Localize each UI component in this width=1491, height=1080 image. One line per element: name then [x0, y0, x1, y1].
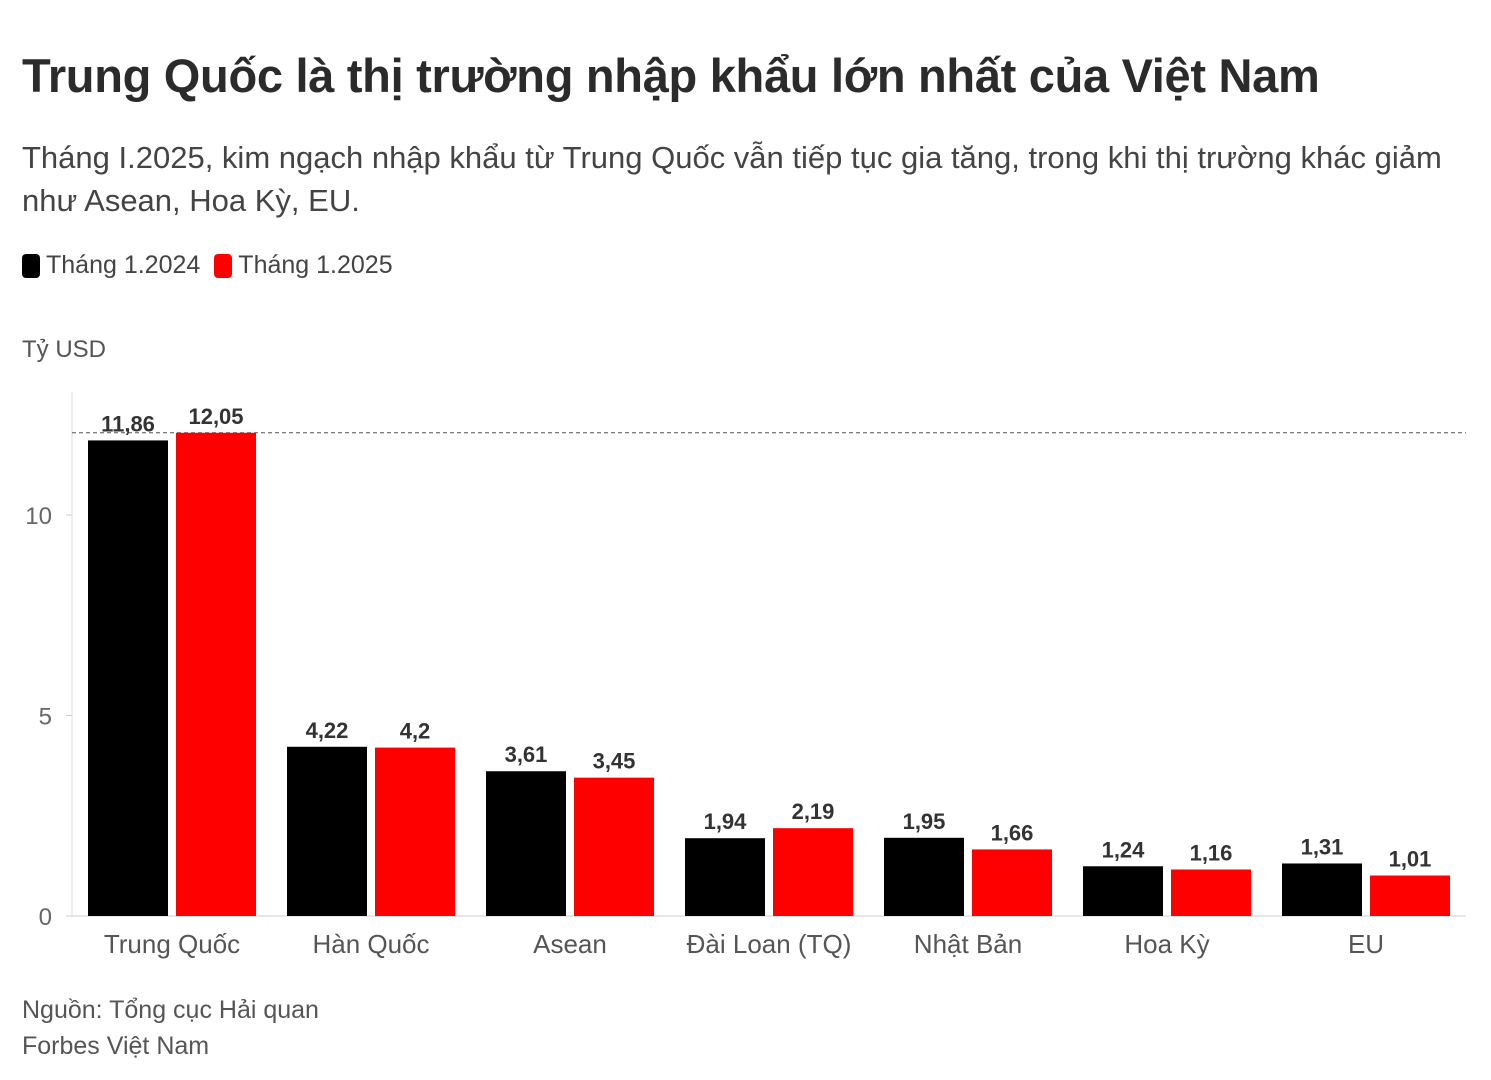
y-axis-unit-label: Tỷ USD [22, 336, 106, 363]
data-label: 4,22 [306, 718, 349, 743]
x-tick-label: Đài Loan (TQ) [687, 929, 852, 959]
legend-label-2024: Tháng 1.2024 [46, 251, 201, 279]
bar [685, 838, 765, 916]
legend-item-2025: Tháng 1.2025 [214, 251, 393, 280]
legend-item-2024: Tháng 1.2024 [22, 251, 200, 280]
y-tick-label: 5 [39, 704, 52, 731]
chart-title: Trung Quốc là thị trường nhập khẩu lớn n… [22, 49, 1320, 102]
data-label: 1,01 [1389, 846, 1432, 871]
bar [972, 849, 1052, 916]
data-label: 12,05 [188, 404, 243, 429]
bar [176, 432, 256, 916]
bar [574, 777, 654, 916]
y-tick-label: 0 [39, 904, 52, 931]
x-tick-label: EU [1348, 929, 1384, 959]
bar [884, 837, 964, 916]
x-tick-label: Nhật Bản [914, 929, 1022, 959]
bar [486, 771, 566, 916]
footer: Nguồn: Tổng cục Hải quan Forbes Việt Nam [22, 992, 319, 1064]
bar [287, 746, 367, 916]
data-label: 11,86 [101, 411, 155, 436]
x-tick-label: Trung Quốc [104, 929, 240, 959]
y-tick-label: 10 [25, 503, 52, 530]
data-label: 3,61 [505, 742, 548, 767]
data-label: 3,45 [593, 749, 636, 774]
bar [773, 828, 853, 916]
legend-label-2025: Tháng 1.2025 [238, 251, 393, 279]
data-label: 1,95 [903, 809, 946, 834]
chart-subtitle: Tháng I.2025, kim ngạch nhập khẩu từ Tru… [22, 140, 1442, 218]
x-tick-label: Hoa Kỳ [1124, 929, 1209, 959]
data-label: 4,2 [400, 719, 431, 744]
bar [1171, 869, 1251, 916]
source-note: Nguồn: Tổng cục Hải quan [22, 996, 319, 1024]
x-tick-label: Hàn Quốc [312, 929, 429, 959]
bar [88, 440, 168, 916]
data-label: 1,66 [991, 820, 1034, 845]
x-tick-label: Asean [533, 929, 607, 959]
data-label: 1,24 [1102, 837, 1146, 862]
legend-swatch-2025 [214, 253, 233, 278]
bar [1282, 863, 1362, 916]
legend: Tháng 1.2024 Tháng 1.2025 [22, 251, 407, 280]
data-label: 1,94 [704, 809, 748, 834]
legend-swatch-2024 [22, 253, 40, 278]
bar [375, 747, 455, 916]
data-label: 1,16 [1190, 840, 1233, 865]
bar [1370, 875, 1450, 916]
publisher-note: Forbes Việt Nam [22, 1032, 210, 1060]
bar [1083, 866, 1163, 916]
data-label: 2,19 [792, 799, 835, 824]
data-label: 1,31 [1301, 834, 1344, 859]
